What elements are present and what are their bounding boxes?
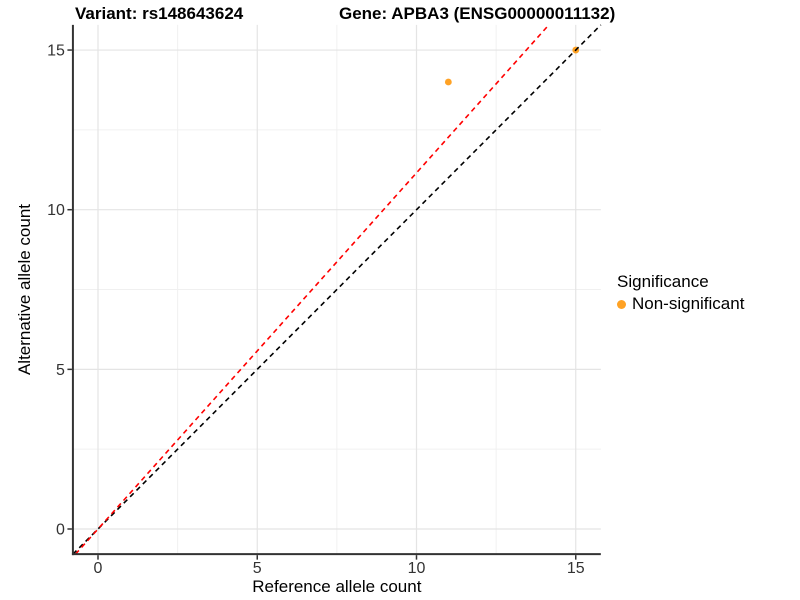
x-tick-label: 10 [408,560,426,577]
x-axis-title: Reference allele count [252,577,421,596]
y-tick-label: 0 [56,522,65,539]
x-tick-label: 15 [567,560,585,577]
legend-item-non-significant: Non-significant [617,294,744,314]
x-tick-label: 0 [94,560,103,577]
data-point [444,78,452,86]
legend-title: Significance [617,272,709,291]
plot-title-gene: Gene: APBA3 (ENSG00000011132) [339,4,616,23]
y-tick-label: 10 [47,202,65,219]
y-tick-label: 15 [47,43,65,60]
legend-item-label: Non-significant [632,294,745,314]
y-tick-label: 5 [56,362,65,379]
legend: Significance Non-significant [617,271,744,314]
identity-line [72,24,602,555]
allelic-ratio-line [74,24,550,555]
plot-title-variant: Variant: rs148643624 [75,4,244,23]
x-tick-label: 5 [253,560,262,577]
y-axis-title: Alternative allele count [15,204,34,375]
legend-dot-icon [617,299,626,309]
